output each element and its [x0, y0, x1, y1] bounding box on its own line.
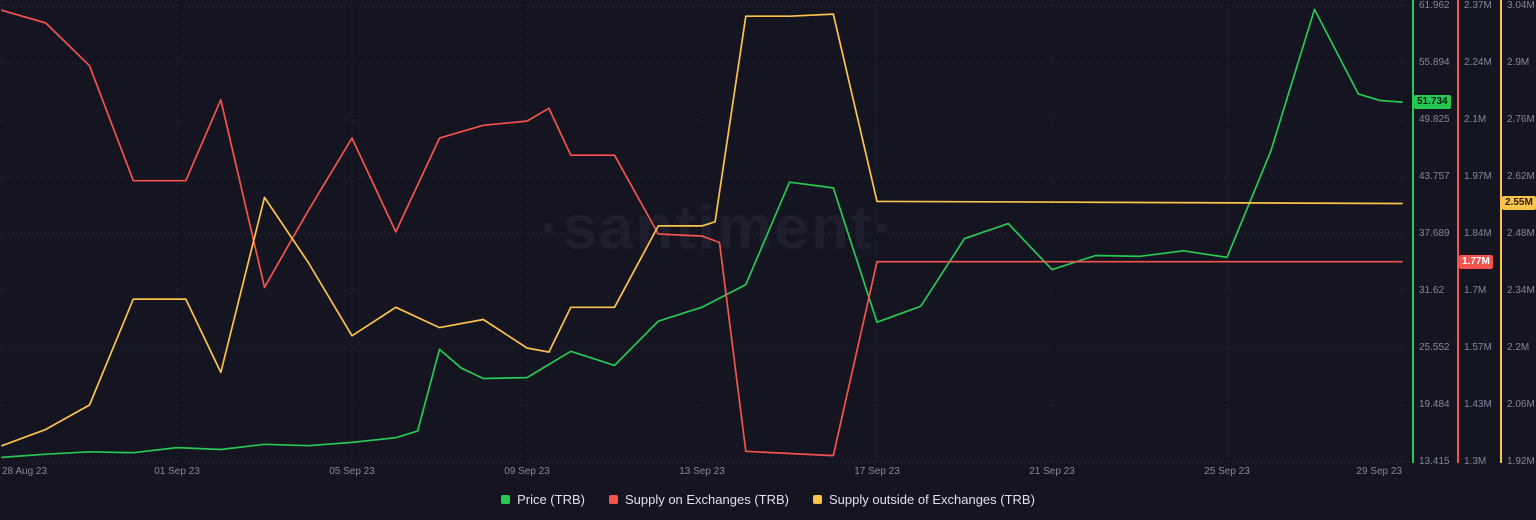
- supply-on-exchanges-legend-marker-icon: [608, 495, 618, 504]
- supply-on-exchanges-axis-tick-label: 1.84M: [1464, 228, 1492, 239]
- supply-outside-exchanges-line: [1, 13, 1403, 447]
- supply-outside-exchanges-current-value-badge: 2.55M: [1502, 196, 1536, 211]
- legend: Price (TRB) Supply on Exchanges (TRB) Supp…: [0, 492, 1536, 507]
- supply-outside-exchanges-axis-tick-label: 2.34M: [1507, 285, 1535, 296]
- supply-outside-exchanges-axis-tick-label: 1.92M: [1507, 456, 1535, 467]
- price-trb-current-value-badge: 51.734: [1414, 95, 1451, 110]
- supply-on-exchanges-axis-tick-label: 1.7M: [1464, 285, 1487, 296]
- x-axis-tick-label: 13 Sep 23: [679, 466, 725, 477]
- x-axis-tick-label: 09 Sep 23: [504, 466, 550, 477]
- supply-outside-exchanges-axis-line: [1500, 0, 1502, 463]
- supply-outside-exchanges-legend-marker-icon: [812, 495, 822, 504]
- supply-outside-exchanges-axis-tick-label: 3.04M: [1507, 0, 1535, 11]
- x-axis-tick-label: 17 Sep 23: [854, 466, 900, 477]
- supply-outside-exchanges-axis-tick-label: 2.2M: [1507, 342, 1530, 353]
- supply-on-exchanges-axis-tick-label: 2.1M: [1464, 114, 1487, 125]
- plot-area[interactable]: [0, 0, 1410, 466]
- legend-item-label: Price (TRB): [517, 492, 585, 507]
- supply-on-exchanges-axis-tick-label: 1.3M: [1464, 456, 1487, 467]
- supply-on-exchanges-axis-tick-label: 1.97M: [1464, 171, 1492, 182]
- supply-on-exchanges-axis-tick-label: 1.43M: [1464, 399, 1492, 410]
- supply-outside-exchanges-axis-tick-label: 2.62M: [1507, 171, 1535, 182]
- supply-on-exchanges-axis-tick-label: 1.57M: [1464, 342, 1492, 353]
- supply-outside-exchanges-axis-tick-label: 2.76M: [1507, 114, 1535, 125]
- price-trb-axis-tick-label: 61.962: [1419, 0, 1450, 11]
- supply-on-exchanges-axis-line: [1457, 0, 1459, 463]
- x-axis-tick-label: 01 Sep 23: [154, 466, 200, 477]
- x-axis-tick-label: 29 Sep 23: [1356, 466, 1402, 477]
- price-trb-legend-marker-icon: [501, 495, 511, 504]
- legend-item-supply-on-exchanges[interactable]: Supply on Exchanges (TRB): [608, 492, 789, 507]
- legend-item-price-trb[interactable]: Price (TRB): [501, 492, 585, 507]
- legend-item-label: Supply on Exchanges (TRB): [624, 492, 789, 507]
- x-axis-tick-label: 21 Sep 23: [1029, 466, 1075, 477]
- legend-item-supply-outside-exchanges[interactable]: Supply outside of Exchanges (TRB): [812, 492, 1035, 507]
- price-trb-axis-tick-label: 43.757: [1419, 171, 1450, 182]
- price-trb-axis-tick-label: 31.62: [1419, 285, 1445, 296]
- price-trb-axis-tick-label: 37.689: [1419, 228, 1450, 239]
- price-trb-axis-tick-label: 49.825: [1419, 114, 1450, 125]
- supply-outside-exchanges-axis-tick-label: 2.9M: [1507, 57, 1530, 68]
- price-trb-axis-line: [1412, 0, 1414, 463]
- supply-on-exchanges-line: [1, 9, 1403, 457]
- price-trb-axis-tick-label: 13.415: [1419, 456, 1450, 467]
- legend-item-label: Supply outside of Exchanges (TRB): [828, 492, 1035, 507]
- supply-on-exchanges-axis-tick-label: 2.24M: [1464, 57, 1492, 68]
- price-trb-axis-tick-label: 55.894: [1419, 57, 1450, 68]
- price-trb-axis-tick-label: 25.552: [1419, 342, 1450, 353]
- supply-on-exchanges-axis-tick-label: 2.37M: [1464, 0, 1492, 11]
- supply-outside-exchanges-axis-tick-label: 2.06M: [1507, 399, 1535, 410]
- supply-on-exchanges-current-value-badge: 1.77M: [1459, 254, 1493, 269]
- x-axis-tick-label: 05 Sep 23: [329, 466, 375, 477]
- price-trb-axis-tick-label: 19.484: [1419, 399, 1450, 410]
- x-axis-tick-label: 25 Sep 23: [1204, 466, 1250, 477]
- x-axis-tick-label: 28 Aug 23: [2, 466, 48, 477]
- price-trb-line: [1, 8, 1403, 459]
- supply-outside-exchanges-axis-tick-label: 2.48M: [1507, 228, 1535, 239]
